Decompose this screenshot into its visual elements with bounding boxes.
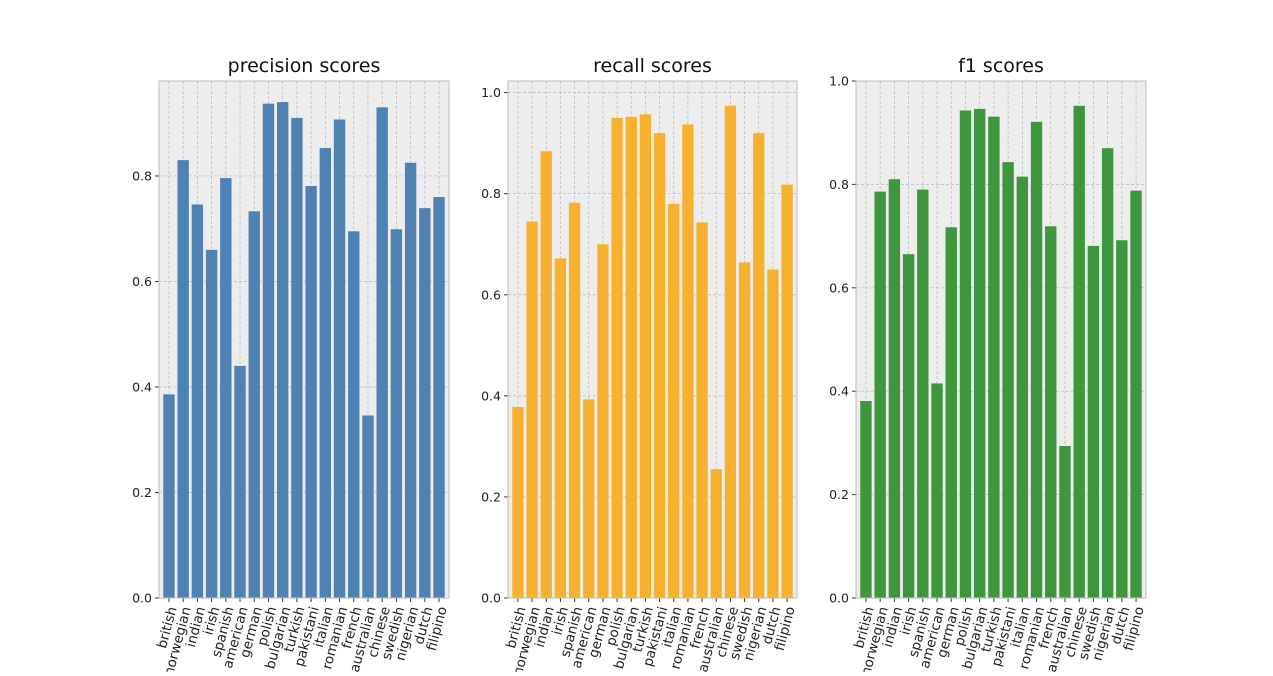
chart-panel-1: 0.00.20.40.60.8britishnorwegianindianiri… [132,55,451,676]
bar [390,229,403,599]
bar [753,133,765,598]
y-tick-label: 1.0 [481,85,501,100]
bar [945,227,957,598]
bar [959,110,972,599]
y-tick-label: 0.8 [829,177,849,192]
bar [988,116,1000,598]
chart-panel-2: 0.00.20.40.60.81.0britishnorwegianindian… [481,55,799,676]
bar [781,184,793,598]
bar [696,222,708,598]
bar [205,249,218,598]
bar [902,254,915,598]
bar [597,244,609,598]
bar [653,133,666,598]
bar [1087,245,1100,598]
bar [319,147,332,599]
x-tick-label: irish [200,605,223,637]
bar [1130,190,1142,598]
y-tick-label: 1.0 [829,74,849,89]
bar [220,178,232,598]
bar [305,185,317,598]
bar [931,383,943,598]
y-tick-label: 0.2 [829,487,849,502]
bar [1059,446,1071,598]
y-tick-label: 0.4 [829,384,849,399]
bar [724,105,737,599]
plot-frame [855,80,1147,599]
bar [348,231,360,598]
bar [376,107,388,598]
bar [554,258,567,598]
bar [583,399,595,598]
chart-title: f1 scores [958,55,1044,77]
bar [333,119,346,598]
bar [1116,240,1128,598]
y-tick-label: 0.2 [481,489,501,504]
bar [248,211,260,598]
chart-title: precision scores [228,55,381,77]
bar [163,394,175,598]
bar [512,406,524,598]
bar [362,415,374,598]
bar [917,189,929,598]
bar [1016,176,1029,598]
y-tick-label: 0.4 [132,379,152,394]
bar [767,269,779,598]
bar [973,108,986,598]
plot-frame [158,80,450,599]
y-tick-label: 0.0 [829,591,849,606]
bar [888,179,901,599]
bar [234,365,246,598]
y-tick-label: 0.4 [481,388,501,403]
bar [526,221,538,598]
y-tick-label: 0.8 [132,168,152,183]
bar [540,151,552,598]
bar [433,197,445,598]
bar [568,202,581,598]
bar [860,401,872,598]
bar [404,162,417,599]
bar [668,203,680,598]
bar [291,117,303,598]
chart-title: recall scores [593,55,712,77]
bar [710,469,722,598]
y-tick-label: 0.6 [132,274,152,289]
y-tick-label: 0.0 [132,591,152,606]
bar [738,262,751,598]
y-tick-label: 0.2 [132,485,152,500]
bar [874,191,886,598]
bar [191,204,204,598]
chart-panel-3: 0.00.20.40.60.81.0britishnorwegianindian… [829,55,1148,676]
bar [1002,162,1014,598]
plot-frame [507,80,798,599]
y-tick-label: 0.0 [481,591,501,606]
bar [276,102,289,598]
bar [177,160,189,598]
bar [682,124,694,598]
bar [625,116,637,599]
bar [639,114,652,599]
bar [1101,148,1114,598]
x-tick-label: irish [549,605,572,637]
bar [419,208,431,598]
bar [611,117,623,599]
y-tick-label: 0.8 [481,186,501,201]
x-tick-label: irish [897,605,920,637]
bar [1073,105,1085,598]
bar [262,103,275,598]
bar [1045,226,1057,599]
y-tick-label: 0.6 [829,280,849,295]
y-tick-label: 0.6 [481,287,501,302]
bar [1030,121,1043,598]
